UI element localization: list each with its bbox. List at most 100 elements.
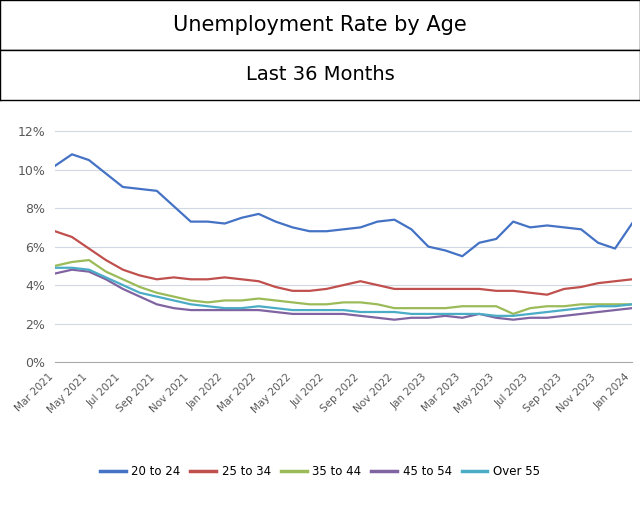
- 20 to 24: [153, 188, 161, 194]
- 25 to 34: [560, 286, 568, 292]
- 45 to 54: [187, 307, 195, 313]
- 20 to 24: [238, 215, 246, 221]
- 45 to 54: [119, 286, 127, 292]
- 35 to 44: [170, 294, 178, 300]
- Over 55: [255, 303, 262, 309]
- Over 55: [577, 305, 585, 311]
- 35 to 44: [289, 299, 296, 305]
- Legend: 20 to 24, 25 to 34, 35 to 44, 45 to 54, Over 55: 20 to 24, 25 to 34, 35 to 44, 45 to 54, …: [95, 461, 545, 483]
- 20 to 24: [221, 221, 228, 227]
- 25 to 34: [306, 288, 314, 294]
- 45 to 54: [543, 315, 551, 321]
- 35 to 44: [526, 305, 534, 311]
- 45 to 54: [356, 313, 364, 319]
- Line: Over 55: Over 55: [55, 268, 632, 316]
- 20 to 24: [340, 226, 348, 232]
- 20 to 24: [136, 186, 144, 192]
- 35 to 44: [340, 299, 348, 305]
- 35 to 44: [390, 305, 398, 311]
- 20 to 24: [102, 170, 109, 176]
- 35 to 44: [102, 269, 109, 275]
- 35 to 44: [221, 298, 228, 304]
- Over 55: [424, 311, 432, 317]
- 45 to 54: [476, 311, 483, 317]
- 45 to 54: [408, 315, 415, 321]
- 45 to 54: [289, 311, 296, 317]
- 45 to 54: [204, 307, 212, 313]
- 20 to 24: [408, 226, 415, 232]
- 45 to 54: [68, 267, 76, 273]
- 20 to 24: [390, 216, 398, 223]
- 35 to 44: [408, 305, 415, 311]
- 20 to 24: [356, 224, 364, 230]
- 20 to 24: [577, 226, 585, 232]
- 35 to 44: [374, 301, 381, 307]
- 25 to 34: [577, 284, 585, 290]
- 25 to 34: [272, 284, 280, 290]
- 25 to 34: [204, 276, 212, 282]
- 45 to 54: [560, 313, 568, 319]
- Over 55: [594, 303, 602, 309]
- Over 55: [509, 313, 517, 319]
- 20 to 24: [509, 219, 517, 225]
- 20 to 24: [255, 211, 262, 217]
- 35 to 44: [204, 299, 212, 305]
- 25 to 34: [509, 288, 517, 294]
- 20 to 24: [560, 224, 568, 230]
- 35 to 44: [442, 305, 449, 311]
- 35 to 44: [255, 296, 262, 302]
- 45 to 54: [306, 311, 314, 317]
- Over 55: [492, 313, 500, 319]
- 20 to 24: [119, 184, 127, 190]
- Over 55: [204, 303, 212, 309]
- 45 to 54: [340, 311, 348, 317]
- 25 to 34: [153, 276, 161, 282]
- Over 55: [187, 301, 195, 307]
- Over 55: [238, 305, 246, 311]
- 25 to 34: [476, 286, 483, 292]
- 45 to 54: [238, 307, 246, 313]
- 25 to 34: [255, 278, 262, 284]
- Over 55: [526, 311, 534, 317]
- 45 to 54: [424, 315, 432, 321]
- 20 to 24: [170, 203, 178, 209]
- Over 55: [51, 265, 59, 271]
- 20 to 24: [628, 221, 636, 227]
- Over 55: [356, 309, 364, 315]
- Over 55: [272, 305, 280, 311]
- Over 55: [476, 311, 483, 317]
- 35 to 44: [153, 289, 161, 296]
- 20 to 24: [272, 219, 280, 225]
- 45 to 54: [509, 317, 517, 323]
- Line: 35 to 44: 35 to 44: [55, 260, 632, 314]
- 35 to 44: [323, 301, 330, 307]
- 25 to 34: [424, 286, 432, 292]
- 25 to 34: [374, 282, 381, 288]
- 45 to 54: [577, 311, 585, 317]
- Over 55: [458, 311, 466, 317]
- Over 55: [289, 307, 296, 313]
- 25 to 34: [594, 280, 602, 286]
- Over 55: [390, 309, 398, 315]
- 20 to 24: [492, 236, 500, 242]
- 45 to 54: [442, 313, 449, 319]
- Over 55: [102, 274, 109, 280]
- 25 to 34: [238, 276, 246, 282]
- 20 to 24: [204, 219, 212, 225]
- Over 55: [323, 307, 330, 313]
- 45 to 54: [390, 317, 398, 323]
- 35 to 44: [476, 303, 483, 309]
- 20 to 24: [289, 224, 296, 230]
- 20 to 24: [68, 151, 76, 157]
- 20 to 24: [187, 219, 195, 225]
- 35 to 44: [306, 301, 314, 307]
- Over 55: [442, 311, 449, 317]
- 25 to 34: [68, 234, 76, 240]
- 45 to 54: [458, 315, 466, 321]
- Over 55: [543, 309, 551, 315]
- 45 to 54: [272, 309, 280, 315]
- 20 to 24: [374, 219, 381, 225]
- Line: 25 to 34: 25 to 34: [55, 231, 632, 295]
- 35 to 44: [458, 303, 466, 309]
- 25 to 34: [408, 286, 415, 292]
